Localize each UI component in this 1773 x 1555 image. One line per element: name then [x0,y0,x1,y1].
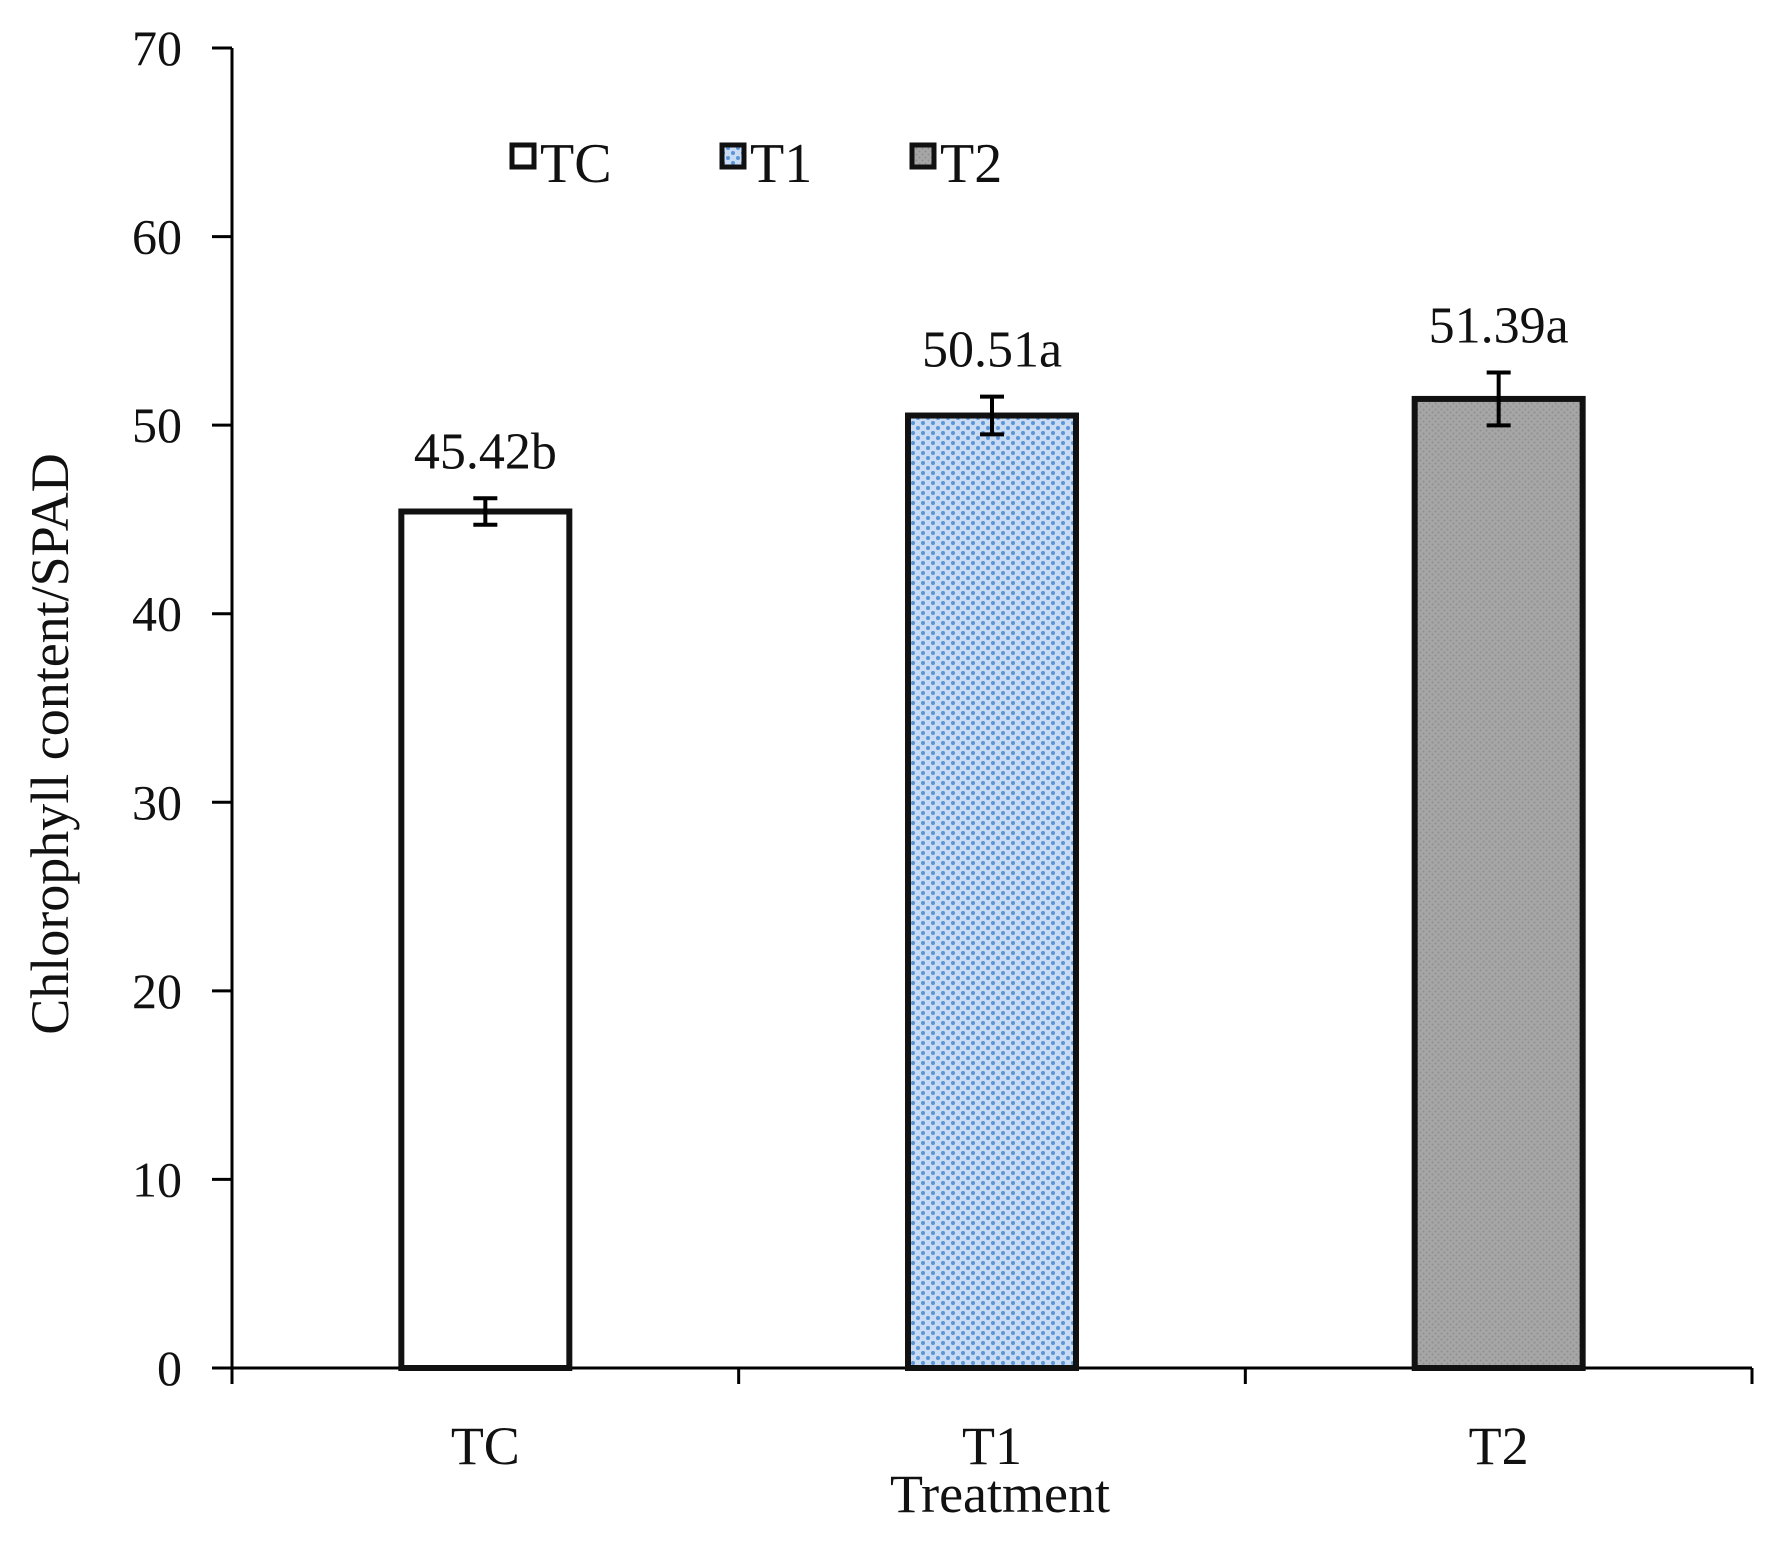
data-label: 51.39a [1429,298,1569,355]
y-tick-label: 0 [157,1340,182,1396]
y-tick-label: 60 [132,209,182,265]
legend-swatch [509,142,537,170]
bar-tc [398,508,573,1372]
x-tick-label: TC [451,1416,520,1476]
legend-item: T2 [909,133,1002,195]
legend-item: TC [509,133,612,195]
legend-label: T1 [750,133,812,195]
bar-t2 [1411,395,1586,1371]
x-axis-title: Treatment [890,1464,1110,1524]
legend-item: T1 [719,133,812,195]
data-label: 50.51a [922,322,1062,379]
y-axis: 0 10 20 30 40 50 60 70 [132,20,234,1396]
legend-label: TC [540,133,612,195]
y-tick-label: 50 [132,397,182,453]
y-tick-label: 40 [132,586,182,642]
error-bars [473,370,1511,527]
legend-swatch [909,142,937,170]
y-tick-label: 70 [132,20,182,76]
y-tick-label: 20 [132,963,182,1019]
legend-label: T2 [940,133,1002,195]
legend: TC T1 T2 [509,133,1002,195]
legend-swatch [719,142,747,170]
x-axis: TC T1 T2 [212,1366,1754,1476]
bar-series [398,395,1586,1372]
x-tick-label: T2 [1469,1416,1529,1476]
y-tick-label: 10 [132,1151,182,1207]
data-labels: 45.42b 50.51a 51.39a [414,298,1569,481]
data-label: 45.42b [414,423,557,480]
x-tick-label: T1 [962,1416,1022,1476]
y-tick-label: 30 [132,774,182,830]
y-axis-title: Chlorophyll content/SPAD [20,453,80,1035]
bar-t1 [905,412,1079,1372]
